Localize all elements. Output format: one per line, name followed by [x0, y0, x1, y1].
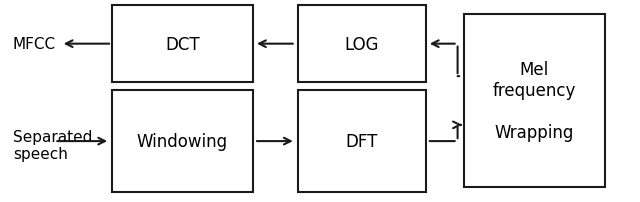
Text: Separated
speech: Separated speech [13, 129, 92, 162]
FancyBboxPatch shape [298, 91, 426, 192]
FancyBboxPatch shape [298, 6, 426, 83]
Text: Windowing: Windowing [137, 133, 228, 150]
FancyBboxPatch shape [112, 91, 253, 192]
Text: DFT: DFT [346, 133, 378, 150]
FancyBboxPatch shape [464, 15, 605, 187]
Text: DCT: DCT [165, 36, 200, 53]
Text: Mel
frequency

Wrapping: Mel frequency Wrapping [493, 61, 576, 141]
Text: MFCC: MFCC [13, 37, 56, 52]
Text: LOG: LOG [344, 36, 379, 53]
FancyBboxPatch shape [112, 6, 253, 83]
